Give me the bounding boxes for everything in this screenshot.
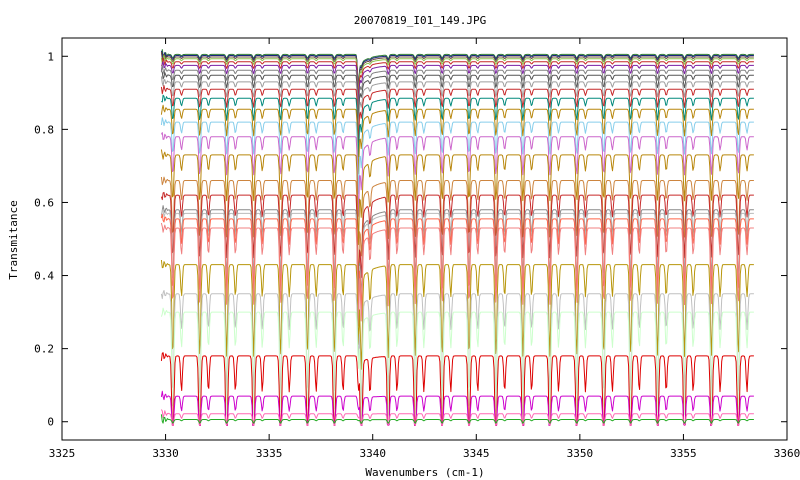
y-tick-label: 1 (47, 50, 54, 63)
y-tick-label: 0.8 (34, 123, 54, 136)
series-line (160, 85, 754, 144)
x-tick-label: 3340 (359, 447, 386, 460)
series-line (160, 57, 754, 101)
series-line (160, 64, 754, 114)
x-tick-label: 3350 (567, 447, 594, 460)
series-line (160, 50, 754, 92)
series-line (160, 209, 754, 319)
series-line (160, 222, 754, 327)
series-line (160, 307, 754, 424)
x-tick-label: 3330 (152, 447, 179, 460)
spectra-series (160, 49, 754, 426)
x-tick-label: 3345 (463, 447, 490, 460)
series-line (160, 176, 754, 285)
y-axis-label: Transmitance (7, 200, 20, 279)
x-axis-label: Wavenumbers (cm-1) (365, 466, 484, 479)
y-tick-label: 0.4 (34, 270, 54, 283)
series-line (160, 76, 754, 132)
series-line (160, 54, 754, 97)
series-line (160, 104, 754, 175)
x-tick-label: 3325 (49, 447, 76, 460)
series-line (161, 94, 754, 158)
axis-ticks: 3325 3330 3335 3340 3345 3350 3355 3360 0 0.2 0.4 0… (34, 38, 800, 460)
series-line (160, 409, 754, 426)
x-tick-label: 3335 (256, 447, 283, 460)
series-line (161, 71, 754, 122)
series-line (160, 191, 754, 307)
series-line (160, 352, 754, 426)
x-tick-label: 3355 (670, 447, 697, 460)
y-tick-label: 0.6 (34, 196, 54, 209)
y-tick-label: 0.2 (34, 343, 54, 356)
series-line (160, 61, 754, 107)
series-line (160, 205, 754, 318)
y-tick-label: 0 (47, 416, 54, 429)
chart-title: 20070819_I01_149.JPG (354, 14, 486, 27)
series-line (160, 49, 754, 90)
series-line (160, 259, 754, 370)
series-line (160, 390, 754, 426)
series-line (160, 149, 754, 246)
series-line (160, 290, 754, 407)
series-line (160, 51, 754, 94)
series-line (160, 414, 754, 424)
series-line (160, 132, 754, 217)
plot-frame (61, 37, 788, 441)
series-line (160, 213, 754, 322)
x-tick-label: 3360 (774, 447, 800, 460)
series-line (160, 117, 754, 195)
